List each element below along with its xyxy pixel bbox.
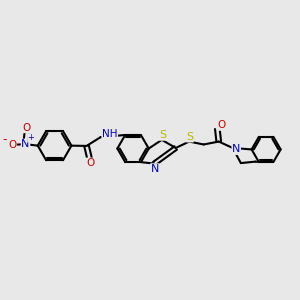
Text: N: N: [151, 164, 159, 174]
Text: O: O: [218, 120, 226, 130]
Text: -: -: [2, 133, 7, 146]
Text: O: O: [23, 123, 31, 133]
Text: O: O: [8, 140, 16, 150]
Text: S: S: [186, 132, 193, 142]
Text: S: S: [159, 130, 166, 140]
Text: N: N: [21, 139, 30, 149]
Text: NH: NH: [102, 129, 118, 139]
Text: N: N: [232, 144, 240, 154]
Text: O: O: [86, 158, 94, 168]
Text: +: +: [27, 133, 34, 142]
